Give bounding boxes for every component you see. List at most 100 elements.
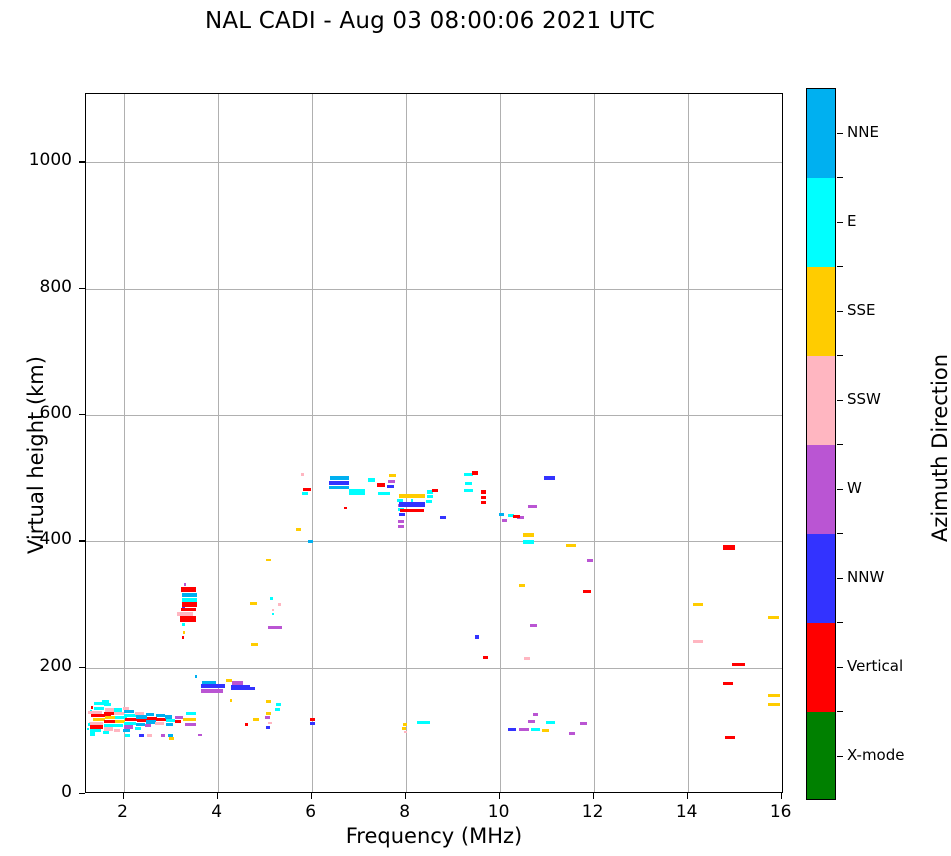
colorbar-tick: [837, 310, 843, 312]
data-mark: [378, 492, 390, 496]
data-mark: [310, 717, 315, 722]
data-mark: [310, 721, 315, 725]
colorbar-label-ssw: SSW: [847, 389, 881, 408]
colorbar-segment-x-mode[interactable]: [807, 712, 835, 799]
data-mark: [86, 727, 90, 731]
data-mark: [527, 719, 536, 723]
data-mark: [102, 731, 109, 735]
y-axis-tick: [79, 540, 85, 542]
data-mark: [732, 662, 745, 667]
colorbar-segment-ssw[interactable]: [807, 356, 835, 445]
colorbar-boundary-tick: [837, 177, 843, 179]
x-axis-tick: [686, 793, 688, 799]
data-mark: [245, 723, 249, 726]
gridline-vertical: [593, 94, 595, 792]
data-mark: [329, 481, 349, 486]
data-mark: [183, 583, 186, 587]
data-mark: [180, 616, 197, 622]
data-mark: [481, 501, 486, 505]
data-mark: [265, 700, 272, 703]
data-mark: [723, 545, 735, 550]
x-axis-label: Frequency (MHz): [345, 824, 523, 848]
x-axis-tick-label: 2: [117, 802, 128, 822]
data-mark: [181, 635, 184, 639]
data-mark: [135, 711, 144, 715]
data-mark: [568, 731, 576, 735]
data-mark: [181, 602, 197, 607]
colorbar-segment-vertical[interactable]: [807, 623, 835, 712]
colorbar-boundary-tick: [837, 622, 843, 624]
data-mark: [186, 712, 197, 716]
y-axis-tick: [79, 413, 85, 416]
data-mark: [146, 716, 157, 720]
data-mark: [166, 722, 173, 727]
data-mark: [250, 643, 258, 647]
data-mark: [582, 590, 592, 594]
colorbar[interactable]: [806, 88, 836, 800]
x-axis-tick: [498, 793, 500, 799]
y-axis-tick: [79, 287, 85, 289]
data-mark: [398, 512, 406, 516]
colorbar-segment-w[interactable]: [807, 445, 835, 534]
colorbar-segment-nne[interactable]: [807, 89, 835, 178]
data-mark: [724, 735, 736, 739]
data-mark: [417, 721, 430, 725]
data-mark: [403, 730, 408, 734]
data-mark: [225, 678, 233, 682]
data-mark: [268, 721, 273, 725]
colorbar-boundary-tick: [837, 533, 843, 535]
x-axis-tick: [122, 793, 124, 799]
data-mark: [722, 681, 734, 686]
y-axis-tick: [79, 666, 85, 668]
data-mark: [125, 734, 130, 738]
data-mark: [123, 725, 133, 729]
data-mark: [483, 656, 488, 659]
data-mark: [307, 539, 314, 543]
data-mark: [124, 714, 139, 718]
data-mark: [513, 515, 520, 519]
data-mark: [348, 489, 365, 495]
data-mark: [91, 714, 111, 718]
data-mark: [586, 558, 594, 562]
data-mark: [519, 583, 525, 588]
data-mark: [135, 722, 146, 727]
data-mark: [160, 733, 166, 737]
data-mark: [768, 703, 781, 707]
data-mark: [197, 733, 202, 737]
colorbar-tick: [837, 132, 843, 134]
gridline-horizontal: [86, 162, 782, 164]
page-title: NAL CADI - Aug 03 08:00:06 2021 UTC: [204, 8, 656, 34]
data-mark: [90, 706, 94, 709]
data-mark: [481, 496, 486, 500]
data-mark: [501, 518, 507, 523]
data-mark: [508, 727, 516, 732]
data-mark: [174, 719, 182, 723]
gridline-horizontal: [86, 288, 782, 290]
data-mark: [265, 715, 270, 720]
colorbar-segment-sse[interactable]: [807, 267, 835, 356]
data-mark: [692, 602, 704, 607]
data-mark: [105, 715, 118, 720]
gridline-vertical: [499, 94, 501, 792]
data-mark: [182, 623, 186, 627]
data-mark: [440, 515, 447, 519]
colorbar-segment-nnw[interactable]: [807, 534, 835, 623]
plot-area[interactable]: [85, 93, 783, 793]
data-mark: [194, 675, 198, 678]
data-mark: [181, 597, 197, 603]
data-mark: [396, 499, 404, 503]
data-mark: [426, 494, 434, 498]
colorbar-tick: [837, 488, 843, 490]
data-mark: [88, 721, 103, 725]
data-mark: [565, 544, 577, 548]
data-mark: [202, 680, 217, 684]
data-mark: [114, 719, 125, 723]
data-mark: [176, 612, 193, 616]
data-mark: [523, 656, 531, 660]
data-mark: [463, 472, 474, 476]
data-mark: [134, 726, 141, 730]
data-mark: [523, 540, 535, 544]
data-mark: [464, 481, 473, 485]
colorbar-segment-e[interactable]: [807, 178, 835, 267]
data-mark: [300, 473, 304, 476]
